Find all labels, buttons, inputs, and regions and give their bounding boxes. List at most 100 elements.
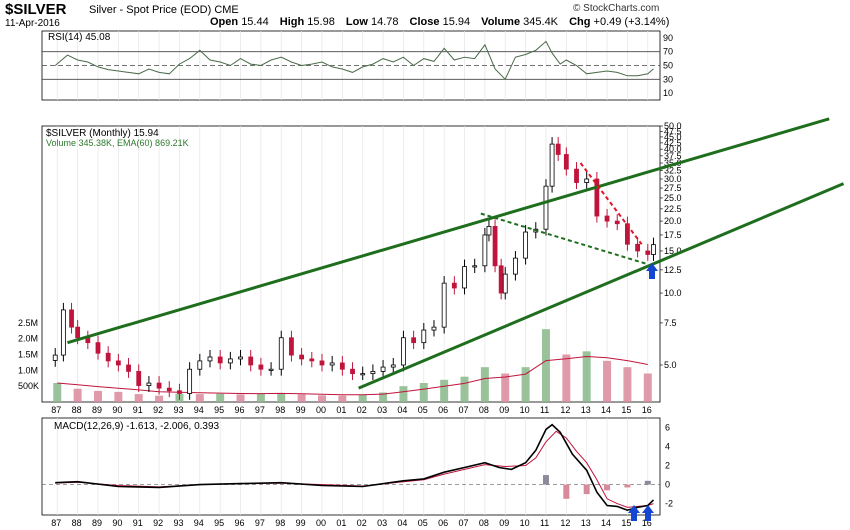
macd-x-tick-label: 13	[581, 518, 591, 528]
volume-label: Volume	[481, 16, 521, 28]
price-x-tick-label: 95	[214, 405, 224, 415]
price-candle	[441, 282, 447, 328]
price-x-tick-label: 97	[255, 405, 265, 415]
price-candle	[95, 342, 101, 354]
volume-bar	[317, 395, 326, 402]
price-candle	[635, 243, 641, 252]
macd-up-arrow-icon	[628, 505, 640, 521]
volume-value: 345.4K	[523, 16, 559, 28]
macd-x-tick-label: 02	[357, 518, 367, 528]
price-x-tick-label: 05	[418, 405, 428, 415]
price-candle	[390, 364, 396, 368]
volume-bar	[53, 383, 62, 402]
symbol-description: Silver - Spot Price (EOD) CME	[89, 4, 239, 16]
price-candle	[563, 154, 569, 170]
macd-x-tick-label: 01	[336, 518, 346, 528]
price-candle	[482, 234, 488, 267]
price-candle	[513, 257, 518, 275]
price-candle	[289, 337, 294, 356]
price-candle	[523, 231, 529, 259]
volume-bar	[358, 395, 367, 402]
price-x-tick-label: 94	[194, 405, 204, 415]
price-tick-label: 40.0	[664, 144, 682, 154]
volume-legend: Volume 345.38K, EMA(60) 869.21K	[46, 138, 189, 148]
volume-ema-line	[57, 355, 648, 396]
price-x-tick-label: 09	[499, 405, 509, 415]
low-label: Low	[345, 16, 368, 28]
price-x-tick-label: 11	[540, 405, 549, 415]
price-candle	[207, 356, 213, 362]
price-candle	[166, 387, 172, 392]
chart-date: 11-Apr-2016	[5, 18, 60, 29]
volume-bar	[582, 351, 591, 402]
price-candle	[370, 371, 376, 375]
price-candle	[625, 223, 630, 245]
macd-x-tick-label: 16	[642, 518, 652, 528]
macd-x-tick-label: 15	[621, 518, 631, 528]
price-candle	[486, 226, 492, 236]
price-tick-label: 12.5	[664, 265, 682, 275]
macd-x-tick-label: 97	[255, 518, 265, 528]
volume-tick-label: 2.0M	[18, 334, 38, 344]
price-tick-label: 35.0	[664, 158, 682, 168]
price-tick-label: 5.0	[664, 360, 677, 370]
price-candle	[187, 368, 193, 394]
price-tick-label: 50.0	[664, 121, 682, 131]
volume-bar	[195, 394, 204, 402]
price-candle	[543, 185, 549, 230]
price-candle	[278, 337, 284, 370]
volume-bar	[541, 329, 550, 402]
price-tick-label: 45.0	[664, 132, 682, 142]
volume-bar	[134, 394, 143, 402]
price-candle	[227, 358, 233, 364]
price-x-tick-label: 00	[316, 405, 326, 415]
macd-x-tick-label: 09	[499, 518, 509, 528]
price-up-arrow-icon	[646, 263, 658, 279]
volume-bar	[93, 390, 102, 402]
open-value: 15.44	[241, 16, 269, 28]
volume-bar	[277, 393, 286, 402]
price-x-tick-label: 92	[153, 405, 163, 415]
price-candle	[498, 265, 504, 294]
price-x-tick-label: 07	[459, 405, 469, 415]
volume-bar	[562, 354, 571, 402]
high-label: High	[279, 16, 305, 28]
price-tick-label: 17.5	[664, 230, 682, 240]
macd-up-arrow-icon	[642, 505, 654, 521]
volume-bar	[256, 393, 265, 402]
rsi-line	[54, 40, 654, 81]
macd-histogram-bar	[563, 484, 570, 499]
price-x-tick-label: 15	[621, 405, 631, 415]
rsi-tick-label: 70	[663, 47, 673, 57]
price-x-tick-label: 04	[397, 405, 407, 415]
symbol-title: $SILVER	[5, 1, 67, 18]
macd-x-tick-label: 99	[296, 518, 306, 528]
price-candle	[105, 352, 111, 362]
channel-upper-line	[67, 117, 830, 345]
macd-x-tick-label: 90	[112, 518, 122, 528]
chart-header: $SILVER Silver - Spot Price (EOD) CME 11…	[3, 0, 669, 30]
price-candle	[584, 178, 590, 183]
volume-tick-label: 1.5M	[18, 350, 38, 360]
volume-bar	[643, 373, 652, 402]
price-tick-label: 22.5	[664, 204, 682, 214]
price-x-tick-label: 06	[438, 405, 448, 415]
price-tick-label: 7.5	[664, 318, 677, 328]
price-candle	[177, 390, 182, 394]
price-x-tick-label: 02	[357, 405, 367, 415]
price-candle	[651, 244, 656, 255]
close-value: 15.94	[442, 16, 471, 28]
price-x-tick-label: 87	[51, 405, 61, 415]
exchange-text: CME	[214, 4, 239, 16]
price-x-tick-label: 14	[601, 405, 611, 415]
macd-x-tick-label: 87	[51, 518, 61, 528]
macd-x-tick-label: 95	[214, 518, 224, 528]
volume-bar	[399, 386, 408, 402]
price-candle	[549, 143, 555, 187]
macd-x-tick-label: 05	[418, 518, 428, 528]
macd-x-tick-label: 93	[173, 518, 183, 528]
price-candle	[248, 356, 254, 366]
macd-x-tick-label: 98	[275, 518, 285, 528]
volume-bar	[155, 395, 164, 402]
